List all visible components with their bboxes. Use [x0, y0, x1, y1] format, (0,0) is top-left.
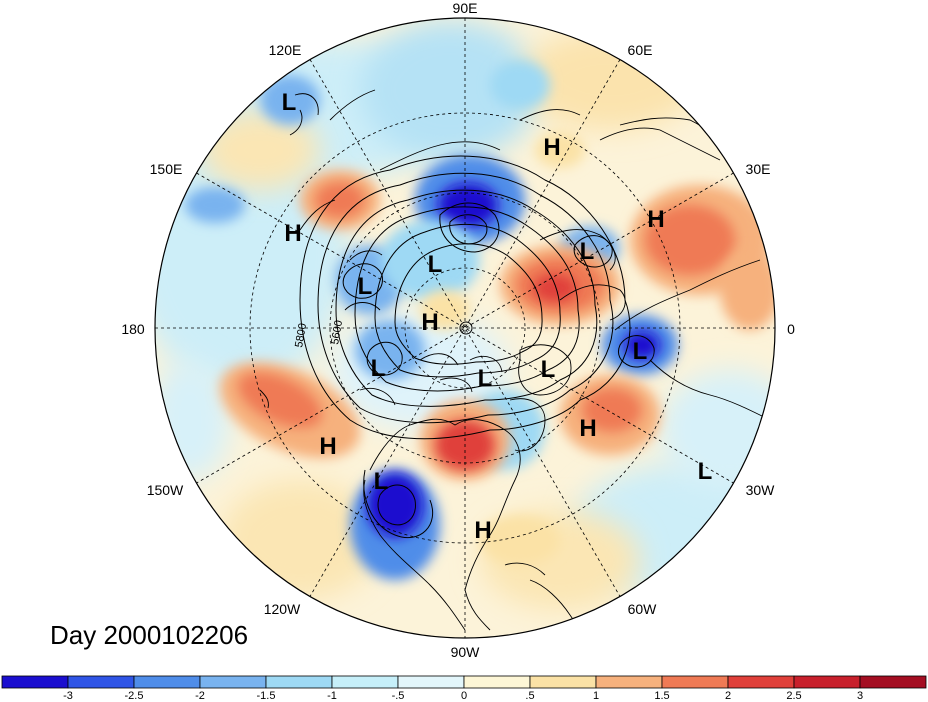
colorbar-tick-label: -1 [327, 690, 337, 702]
center-l-laptev: L [428, 251, 443, 278]
colorbar-tick-label: 0 [461, 690, 467, 702]
lon-label-60e: 60E [628, 42, 653, 58]
center-l-east-siberia: L [282, 89, 297, 116]
contour-label-5600: 5600 [329, 319, 345, 345]
lon-label-150w: 150W [147, 482, 184, 498]
center-h-siberia-pacific: H [284, 220, 301, 247]
colorbar-tick-label: .5 [525, 690, 534, 702]
colorbar-tick-label: -2 [195, 690, 205, 702]
center-l-west-us: L [374, 468, 389, 495]
center-l-chukchi: L [358, 273, 373, 300]
date-label: Day 2000102206 [50, 620, 249, 650]
contour-label-5800: 5800 [293, 322, 309, 348]
colorbar: -3 -2.5 -2 -1.5 -1 -.5 0 .5 1 1.5 2 2.5 3 [1, 675, 927, 702]
colorbar-tick-label: 1 [593, 690, 599, 702]
center-l-central-atlantic: L [698, 458, 713, 485]
lon-label-30e: 30E [746, 161, 771, 177]
colorbar-tick-label: 1.5 [654, 690, 669, 702]
contour-labels: 5800 5600 [293, 319, 345, 348]
colorbar-tick-label: 2 [725, 690, 731, 702]
pressure-centers: L H H H L L L H L L L L H H L H L [282, 89, 713, 544]
center-h-europe: H [647, 206, 664, 233]
colorbar-swatch [529, 675, 597, 689]
colorbar-swatch [595, 675, 663, 689]
graticule [155, 18, 775, 638]
lon-label-90w: 90W [451, 644, 481, 660]
colorbar-swatch [793, 675, 861, 689]
colorbar-swatch [661, 675, 729, 689]
colorbar-swatch [199, 675, 267, 689]
colorbar-tick-label: -2.5 [125, 690, 144, 702]
colorbar-swatch [727, 675, 795, 689]
colorbar-tick-label: 3 [857, 690, 863, 702]
coastlines [259, 89, 771, 638]
lon-label-180: 180 [121, 321, 145, 337]
map-border [154, 17, 776, 639]
colorbar-swatch [859, 675, 927, 689]
lon-label-150e: 150E [150, 161, 183, 177]
center-l-barents: L [580, 238, 595, 265]
center-l-east-atlantic: L [633, 338, 648, 365]
colorbar-tick-label: -3 [63, 690, 73, 702]
colorbar-tick-label: -1.5 [257, 690, 276, 702]
center-l-canadian-arctic: L [478, 365, 493, 392]
colorbar-tick-label: -.5 [392, 690, 405, 702]
colorbar-swatch [265, 675, 333, 689]
lon-label-0: 0 [787, 321, 795, 337]
colorbar-swatch [397, 675, 465, 689]
colorbar-swatch [331, 675, 399, 689]
center-h-north-atlantic: H [579, 415, 596, 442]
colorbar-swatch [133, 675, 201, 689]
center-h-north-pacific: H [319, 433, 336, 460]
colorbar-swatch [67, 675, 135, 689]
longitude-labels: 90E 60E 30E 0 30W 60W 90W 120W 150W 180 … [121, 0, 795, 660]
center-l-alaska: L [371, 355, 386, 382]
center-h-caribbean: H [474, 517, 491, 544]
center-h-west-russia: H [543, 134, 560, 161]
center-l-greenland: L [541, 356, 556, 383]
anomaly-field [155, 18, 775, 638]
center-h-arctic: H [421, 309, 438, 336]
lon-label-120w: 120W [264, 601, 301, 617]
lon-label-30w: 30W [746, 482, 776, 498]
height-contours [299, 155, 655, 539]
colorbar-tick-label: 2.5 [786, 690, 801, 702]
colorbar-swatch [463, 675, 531, 689]
colorbar-swatch [1, 675, 69, 689]
lon-label-90e: 90E [453, 0, 478, 16]
lon-label-60w: 60W [628, 601, 658, 617]
lon-label-120e: 120E [269, 42, 302, 58]
